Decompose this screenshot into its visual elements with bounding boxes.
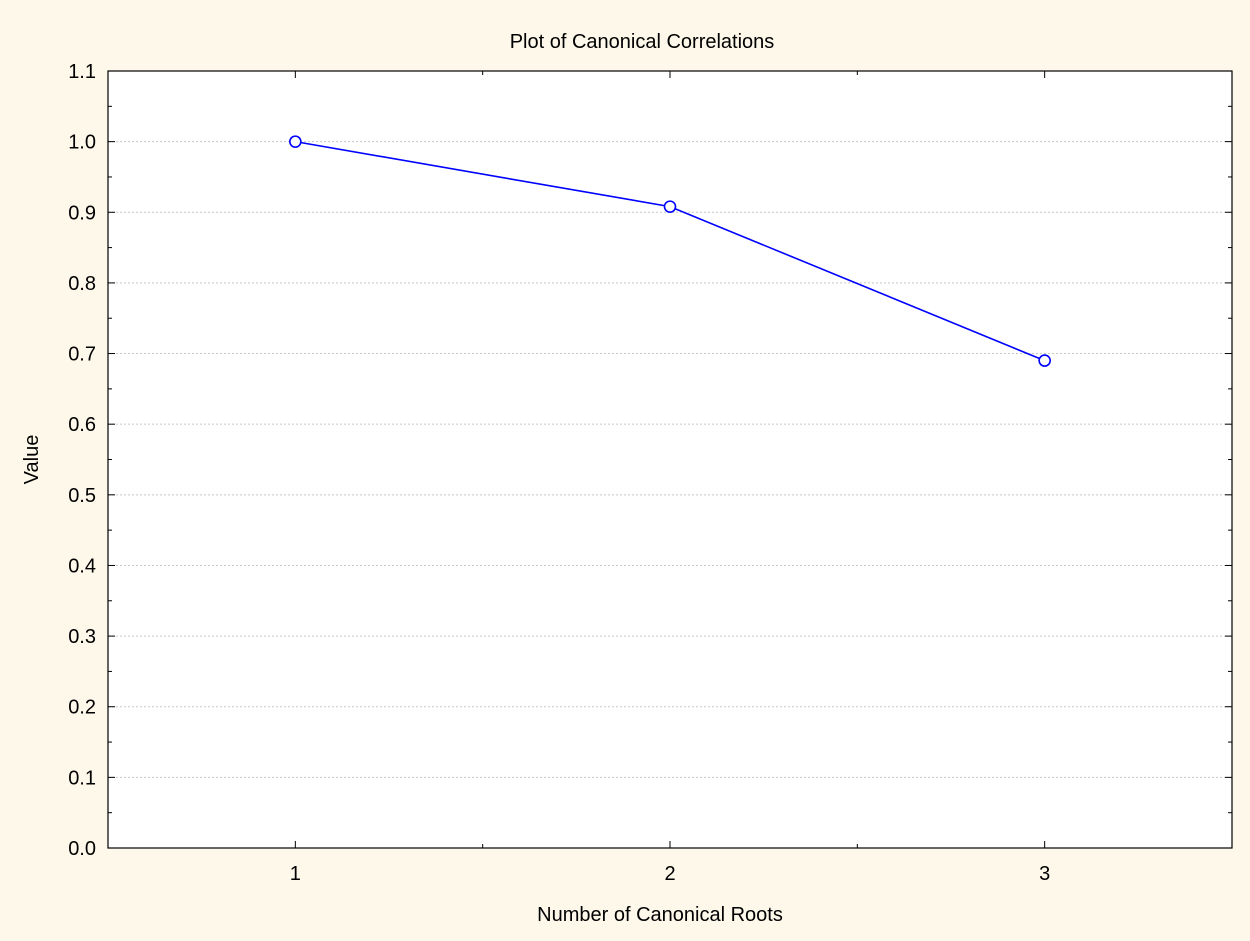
y-tick-label: 1.0 <box>68 132 96 154</box>
plot-area <box>108 71 1232 848</box>
x-axis-ticks: 1 2 3 <box>107 71 1233 885</box>
y-tick-label: 0.4 <box>68 555 96 577</box>
data-point <box>663 200 677 213</box>
y-tick-label: 1.1 <box>68 61 96 83</box>
y-tick-label: 0.1 <box>68 767 96 789</box>
y-tick-label: 0.0 <box>68 838 96 860</box>
y-tick-label: 0.2 <box>68 697 96 719</box>
y-tick-label: 0.9 <box>68 202 96 224</box>
y-tick-label: 0.3 <box>68 626 96 648</box>
x-axis-title: Number of Canonical Roots <box>537 904 783 926</box>
data-point <box>289 135 302 148</box>
y-tick-label: 0.8 <box>68 273 96 295</box>
y-axis-title: Value <box>21 435 43 485</box>
data-point <box>1038 354 1051 367</box>
y-tick-label: 0.5 <box>68 485 96 507</box>
x-tick-label: 3 <box>1039 863 1050 885</box>
x-tick-label: 2 <box>664 863 675 885</box>
y-tick-label: 0.6 <box>68 414 96 436</box>
series-layer <box>289 135 1051 367</box>
x-tick-label: 1 <box>290 863 301 885</box>
y-axis-ticks: 0.0 0.1 0.2 0.3 0.4 0.5 0.6 0.7 0.8 0.9 1.0 1.1 <box>68 61 1232 860</box>
chart-title: Plot of Canonical Correlations <box>510 31 775 53</box>
y-tick-label: 0.7 <box>68 344 96 366</box>
